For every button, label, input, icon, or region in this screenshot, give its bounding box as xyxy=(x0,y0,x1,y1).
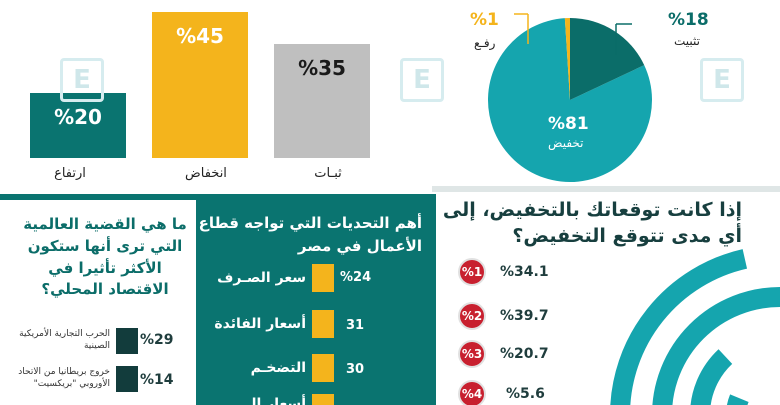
reduction-value: %39.7 xyxy=(500,308,549,324)
pie-value-decrease: %81 xyxy=(548,114,589,134)
challenge-label: أسعار الـ... xyxy=(230,396,306,405)
pie-chart xyxy=(488,13,652,183)
pie-label-fix: تثبيت xyxy=(674,34,700,48)
challenge-marker xyxy=(312,354,334,382)
challenge-marker xyxy=(312,394,334,405)
bar-rise: %20 xyxy=(30,93,126,158)
watermark-logo: E xyxy=(60,58,104,102)
radial-bar-2 xyxy=(652,287,780,405)
challenge-marker xyxy=(312,310,334,338)
pie-slice-raise xyxy=(564,18,570,100)
reduction-value: %5.6 xyxy=(506,386,545,402)
bar-decrease: %45 xyxy=(152,12,248,158)
radial-bar-chart xyxy=(610,249,780,405)
bar-category-label: ثبـات xyxy=(314,166,342,181)
pie-value-raise: %1 xyxy=(470,10,499,30)
radial-bar-1 xyxy=(610,249,748,405)
issue-label: خروج بريطانيا من الاتحاد الأوروبي "بريكس… xyxy=(18,367,110,390)
reduction-rank-badge: %3 xyxy=(458,340,486,368)
challenge-value: 31 xyxy=(346,318,365,333)
bar-stable: %35 xyxy=(274,44,370,158)
watermark-logo: E xyxy=(700,58,744,102)
issue-value: %14 xyxy=(140,372,174,388)
issue-value: %29 xyxy=(140,332,174,348)
bar-value-label: %20 xyxy=(54,105,102,130)
pie-slice-fix xyxy=(570,18,645,100)
issue-marker xyxy=(116,328,138,354)
radial-bar-3 xyxy=(690,349,733,405)
bar-value-label: %45 xyxy=(176,24,224,48)
pie-label-raise: رفـع xyxy=(474,36,496,50)
challenge-value: %24 xyxy=(340,270,372,285)
reduction-rank-badge: %1 xyxy=(458,258,486,286)
pie-label-decrease: تخفيض xyxy=(548,136,584,150)
radial-bar-4 xyxy=(726,394,749,405)
pie-value-fix: %18 xyxy=(668,10,709,30)
reduction-title: إذا كانت توقعاتك بالتخفيض، إلى أي مدى تت… xyxy=(442,199,742,247)
challenge-label: سعر الصـرف xyxy=(217,270,306,286)
reduction-value: %20.7 xyxy=(500,346,549,362)
issue-marker xyxy=(116,366,138,392)
panel-top-border xyxy=(432,186,780,192)
panel-top-border xyxy=(0,194,196,200)
reduction-value: %34.1 xyxy=(500,264,549,280)
bar-value-label: %35 xyxy=(298,56,346,81)
challenge-label: أسعار الفائدة xyxy=(214,316,306,332)
challenge-value: 30 xyxy=(346,362,365,377)
global-issue-title: ما هي القضية العالمية التي ترى أنها ستكو… xyxy=(23,215,187,299)
global-issue-panel xyxy=(0,194,196,405)
challenge-label: التضخـم xyxy=(250,360,306,376)
bar-category-label: ارتفاع xyxy=(54,166,86,181)
watermark-logo: E xyxy=(400,58,444,102)
reduction-rank-badge: %2 xyxy=(458,302,486,330)
issue-label: الحرب التجارية الأمريكية الصينية xyxy=(19,329,110,352)
challenges-title: أهم التحديات التي تواجه قطاع الأعمال في … xyxy=(198,214,422,255)
reduction-rank-badge: %4 xyxy=(458,380,486,405)
challenge-marker xyxy=(312,264,334,292)
bar-category-label: انخفاض xyxy=(185,166,227,181)
pie-slice-decrease xyxy=(488,18,652,183)
